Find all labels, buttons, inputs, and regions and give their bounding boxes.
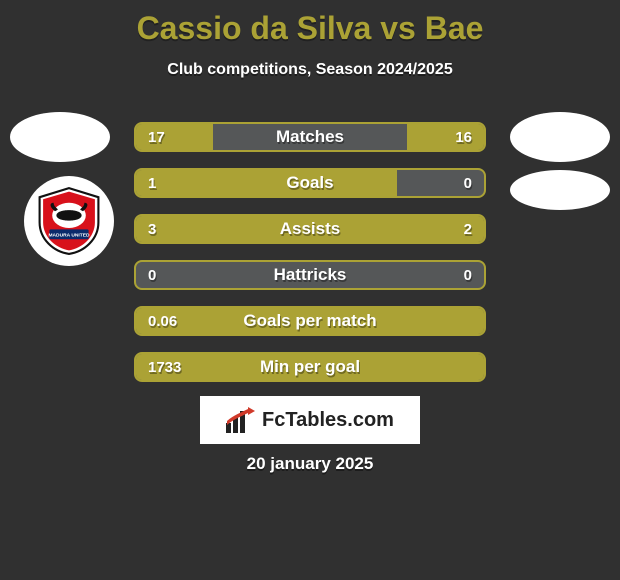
stats-bars: 1716Matches 10Goals 32Assists 00Hattricks 0.… bbox=[134, 122, 486, 398]
page-title: Cassio da Silva vs Bae bbox=[0, 0, 620, 47]
stat-label: Goals per match bbox=[136, 308, 484, 334]
stat-row-matches: 1716Matches bbox=[134, 122, 486, 152]
branding-badge: FcTables.com bbox=[200, 396, 420, 444]
fctables-logo-icon bbox=[226, 407, 256, 433]
player1-avatar-oval bbox=[10, 112, 110, 162]
subtitle: Club competitions, Season 2024/2025 bbox=[0, 61, 620, 79]
stat-label: Min per goal bbox=[136, 354, 484, 380]
stat-label: Assists bbox=[136, 216, 484, 242]
madura-united-logo-icon: MADURA UNITED bbox=[34, 186, 104, 256]
player1-club-badge: MADURA UNITED bbox=[24, 176, 114, 266]
stat-row-assists: 32Assists bbox=[134, 214, 486, 244]
stat-label: Matches bbox=[136, 124, 484, 150]
player2-avatar-oval-2 bbox=[510, 170, 610, 210]
stat-row-goals-per-match: 0.06Goals per match bbox=[134, 306, 486, 336]
stat-label: Hattricks bbox=[136, 262, 484, 288]
stat-label: Goals bbox=[136, 170, 484, 196]
stat-row-min-per-goal: 1733Min per goal bbox=[134, 352, 486, 382]
stat-row-hattricks: 00Hattricks bbox=[134, 260, 486, 290]
stat-row-goals: 10Goals bbox=[134, 168, 486, 198]
branding-text: FcTables.com bbox=[262, 409, 394, 432]
svg-text:MADURA UNITED: MADURA UNITED bbox=[48, 232, 90, 238]
player2-avatar-oval bbox=[510, 112, 610, 162]
snapshot-date: 20 january 2025 bbox=[0, 454, 620, 474]
